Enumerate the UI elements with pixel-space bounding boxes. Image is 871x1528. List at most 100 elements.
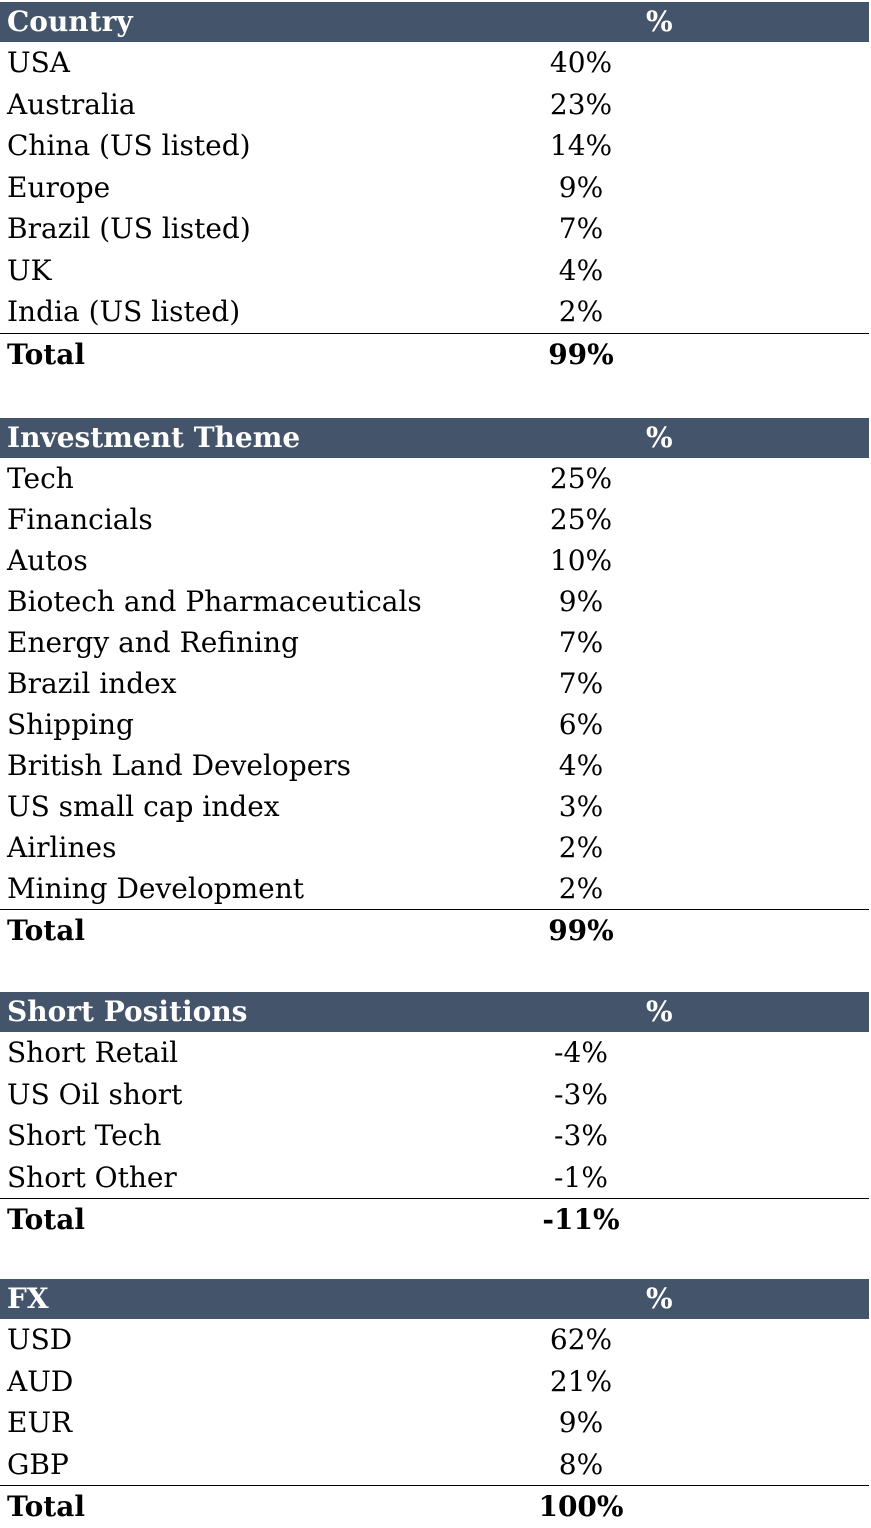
row-label: Australia bbox=[7, 87, 136, 121]
row-label: USD bbox=[7, 1323, 73, 1356]
table-row: EUR 9% bbox=[0, 1402, 869, 1444]
row-value: 25% bbox=[455, 499, 869, 540]
table-header-row: Short Positions % bbox=[0, 992, 869, 1032]
row-label: GBP bbox=[7, 1447, 69, 1481]
table-row: British Land Developers 4% bbox=[0, 745, 869, 786]
row-value-text: 4% bbox=[558, 749, 604, 782]
table-row: India (US listed) 2% bbox=[0, 291, 869, 333]
row-label: US small cap index bbox=[7, 790, 280, 823]
table-row: GBP 8% bbox=[0, 1444, 869, 1486]
row-value-text: -3% bbox=[554, 1119, 608, 1152]
row-value: -3% bbox=[455, 1115, 869, 1157]
table-row: Shipping 6% bbox=[0, 704, 869, 745]
row-value: 2% bbox=[455, 868, 869, 910]
column-header-label: Investment Theme bbox=[0, 418, 455, 458]
total-value-text: 99% bbox=[548, 337, 614, 371]
table-row: US small cap index 3% bbox=[0, 786, 869, 827]
total-label: Total bbox=[0, 1485, 455, 1528]
row-value: 4% bbox=[455, 745, 869, 786]
total-row: Total 99% bbox=[0, 909, 869, 951]
row-value: 10% bbox=[455, 540, 869, 581]
total-row: Total 99% bbox=[0, 332, 869, 375]
total-value: 99% bbox=[455, 909, 869, 951]
row-label: Financials bbox=[7, 503, 153, 536]
column-header-label: Country bbox=[0, 2, 455, 42]
table-row: UK 4% bbox=[0, 250, 869, 292]
column-header-label: FX bbox=[0, 1279, 455, 1319]
row-value-text: -4% bbox=[554, 1036, 608, 1069]
row-value: 6% bbox=[455, 704, 869, 745]
table-row: USA 40% bbox=[0, 42, 869, 84]
investment-theme-table: Investment Theme % Tech 25% Financials 25% A… bbox=[0, 418, 869, 951]
table-row: Autos 10% bbox=[0, 540, 869, 581]
row-value: 7% bbox=[455, 208, 869, 250]
table-row: Short Retail -4% bbox=[0, 1032, 869, 1074]
short-positions-table: Short Positions % Short Retail -4% US Oil … bbox=[0, 992, 869, 1241]
row-label: EUR bbox=[7, 1406, 73, 1439]
row-value-text: 2% bbox=[558, 872, 604, 905]
table-row: Short Other -1% bbox=[0, 1157, 869, 1199]
country-table: Country % USA 40% Australia 23% China (US li… bbox=[0, 2, 869, 375]
table-header-row: Investment Theme % bbox=[0, 418, 869, 458]
row-label: Mining Development bbox=[7, 872, 305, 905]
total-row: Total -11% bbox=[0, 1198, 869, 1241]
row-value-text: 7% bbox=[558, 212, 604, 245]
table-row: Mining Development 2% bbox=[0, 868, 869, 910]
row-label: Short Retail bbox=[7, 1036, 179, 1069]
table-row: Australia 23% bbox=[0, 84, 869, 126]
row-value-text: 21% bbox=[549, 1364, 613, 1398]
row-value: 25% bbox=[455, 458, 869, 499]
table-row: USD 62% bbox=[0, 1319, 869, 1361]
row-value-text: 4% bbox=[558, 253, 604, 287]
column-header-label: Short Positions bbox=[0, 992, 455, 1032]
row-value: 2% bbox=[455, 291, 869, 333]
table-row: Brazil index 7% bbox=[0, 663, 869, 704]
column-header-pct: % bbox=[455, 992, 869, 1032]
row-value-text: 3% bbox=[558, 790, 604, 823]
row-value-text: 2% bbox=[558, 295, 604, 328]
row-value: 7% bbox=[455, 622, 869, 663]
total-row: Total 100% bbox=[0, 1485, 869, 1528]
table-row: Tech 25% bbox=[0, 458, 869, 499]
table-row: Airlines 2% bbox=[0, 827, 869, 868]
total-label: Total bbox=[0, 332, 455, 375]
row-value: -4% bbox=[455, 1032, 869, 1074]
row-label: US Oil short bbox=[7, 1077, 183, 1111]
row-value-text: 9% bbox=[558, 170, 604, 204]
row-label: British Land Developers bbox=[7, 749, 352, 782]
total-value-text: 100% bbox=[538, 1490, 624, 1523]
table-row: Europe 9% bbox=[0, 167, 869, 209]
row-label: Europe bbox=[7, 170, 111, 204]
row-value: 4% bbox=[455, 250, 869, 292]
row-value: 23% bbox=[455, 84, 869, 126]
row-value-text: 14% bbox=[549, 129, 613, 162]
row-value-text: 8% bbox=[558, 1447, 604, 1481]
row-value: -3% bbox=[455, 1074, 869, 1116]
row-value-text: 7% bbox=[558, 626, 604, 659]
row-label: Tech bbox=[7, 462, 74, 495]
row-value-text: -3% bbox=[554, 1077, 608, 1111]
row-value-text: 9% bbox=[558, 1406, 604, 1439]
row-label: India (US listed) bbox=[7, 295, 241, 328]
row-value: 9% bbox=[455, 581, 869, 622]
row-value: 9% bbox=[455, 1402, 869, 1444]
total-value-text: -11% bbox=[542, 1203, 620, 1236]
row-label: Shipping bbox=[7, 708, 134, 741]
row-value: -1% bbox=[455, 1157, 869, 1199]
row-label: Short Other bbox=[7, 1160, 177, 1194]
table-row: US Oil short -3% bbox=[0, 1074, 869, 1116]
row-value: 40% bbox=[455, 42, 869, 84]
row-label: AUD bbox=[7, 1364, 74, 1398]
table-row: China (US listed) 14% bbox=[0, 125, 869, 167]
table-row: Biotech and Pharmaceuticals 9% bbox=[0, 581, 869, 622]
row-label: Brazil index bbox=[7, 667, 177, 700]
table-row: Short Tech -3% bbox=[0, 1115, 869, 1157]
table-header-row: FX % bbox=[0, 1279, 869, 1319]
row-label: Biotech and Pharmaceuticals bbox=[7, 585, 422, 618]
row-value: 7% bbox=[455, 663, 869, 704]
row-value-text: 23% bbox=[549, 87, 613, 121]
total-value: -11% bbox=[455, 1198, 869, 1241]
row-label: Autos bbox=[7, 544, 88, 577]
row-value: 3% bbox=[455, 786, 869, 827]
row-value-text: -1% bbox=[554, 1160, 608, 1194]
